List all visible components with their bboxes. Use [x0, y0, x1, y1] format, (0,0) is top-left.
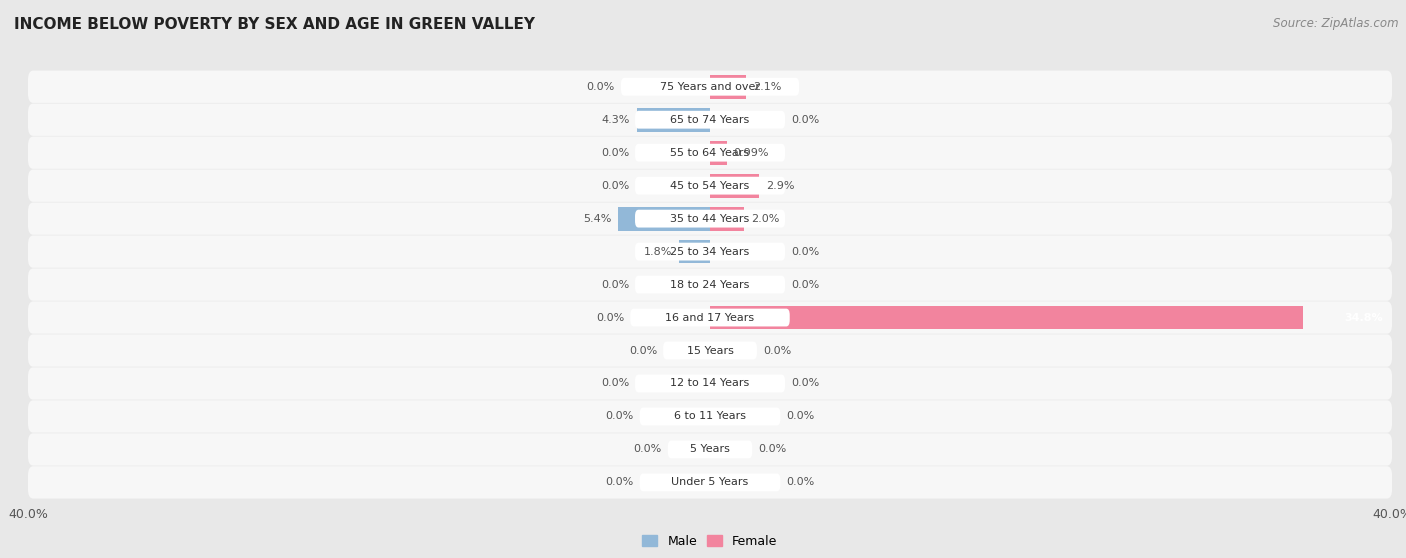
Text: 12 to 14 Years: 12 to 14 Years — [671, 378, 749, 388]
FancyBboxPatch shape — [636, 111, 785, 128]
Bar — [679, 240, 710, 263]
Text: 4.3%: 4.3% — [602, 115, 630, 125]
Text: 65 to 74 Years: 65 to 74 Years — [671, 115, 749, 125]
Text: 0.0%: 0.0% — [792, 115, 820, 125]
Text: Under 5 Years: Under 5 Years — [672, 478, 748, 488]
Text: 0.0%: 0.0% — [600, 280, 628, 290]
Text: 0.0%: 0.0% — [600, 181, 628, 191]
FancyBboxPatch shape — [630, 309, 790, 326]
Text: 5.4%: 5.4% — [582, 214, 612, 224]
Text: 34.8%: 34.8% — [1344, 312, 1384, 323]
Legend: Male, Female: Male, Female — [637, 530, 783, 552]
Text: 16 and 17 Years: 16 and 17 Years — [665, 312, 755, 323]
Bar — [637, 108, 710, 132]
Text: 55 to 64 Years: 55 to 64 Years — [671, 148, 749, 158]
FancyBboxPatch shape — [28, 268, 1392, 301]
Text: 35 to 44 Years: 35 to 44 Years — [671, 214, 749, 224]
Text: Source: ZipAtlas.com: Source: ZipAtlas.com — [1274, 17, 1399, 30]
Text: 15 Years: 15 Years — [686, 345, 734, 355]
FancyBboxPatch shape — [640, 407, 780, 425]
Text: 0.0%: 0.0% — [600, 378, 628, 388]
FancyBboxPatch shape — [636, 374, 785, 392]
Bar — [710, 306, 1303, 329]
Text: 0.0%: 0.0% — [763, 345, 792, 355]
Text: 2.9%: 2.9% — [766, 181, 794, 191]
FancyBboxPatch shape — [28, 137, 1392, 169]
FancyBboxPatch shape — [636, 144, 785, 162]
Text: 0.0%: 0.0% — [586, 81, 614, 92]
Text: 75 Years and over: 75 Years and over — [659, 81, 761, 92]
FancyBboxPatch shape — [640, 474, 780, 491]
Text: 18 to 24 Years: 18 to 24 Years — [671, 280, 749, 290]
FancyBboxPatch shape — [664, 341, 756, 359]
FancyBboxPatch shape — [636, 243, 785, 261]
FancyBboxPatch shape — [28, 367, 1392, 400]
Text: INCOME BELOW POVERTY BY SEX AND AGE IN GREEN VALLEY: INCOME BELOW POVERTY BY SEX AND AGE IN G… — [14, 17, 536, 32]
FancyBboxPatch shape — [28, 203, 1392, 235]
Text: 0.0%: 0.0% — [634, 444, 662, 454]
Text: 0.0%: 0.0% — [792, 247, 820, 257]
Text: 5 Years: 5 Years — [690, 444, 730, 454]
Text: 0.0%: 0.0% — [596, 312, 624, 323]
FancyBboxPatch shape — [28, 301, 1392, 334]
Text: 0.0%: 0.0% — [758, 444, 786, 454]
Text: 45 to 54 Years: 45 to 54 Years — [671, 181, 749, 191]
Bar — [710, 141, 727, 165]
FancyBboxPatch shape — [28, 433, 1392, 465]
Bar — [710, 174, 759, 198]
FancyBboxPatch shape — [621, 78, 799, 95]
FancyBboxPatch shape — [28, 334, 1392, 367]
FancyBboxPatch shape — [28, 104, 1392, 136]
FancyBboxPatch shape — [28, 400, 1392, 432]
FancyBboxPatch shape — [636, 276, 785, 294]
Text: 0.0%: 0.0% — [792, 280, 820, 290]
Text: 1.8%: 1.8% — [644, 247, 672, 257]
Text: 0.0%: 0.0% — [606, 478, 634, 488]
Text: 0.0%: 0.0% — [606, 411, 634, 421]
FancyBboxPatch shape — [636, 210, 785, 228]
Text: 0.0%: 0.0% — [792, 378, 820, 388]
FancyBboxPatch shape — [28, 466, 1392, 499]
Bar — [710, 207, 744, 230]
FancyBboxPatch shape — [28, 70, 1392, 103]
FancyBboxPatch shape — [28, 170, 1392, 202]
Text: 0.0%: 0.0% — [786, 478, 814, 488]
Text: 0.99%: 0.99% — [734, 148, 769, 158]
Text: 0.0%: 0.0% — [628, 345, 657, 355]
Bar — [619, 207, 710, 230]
Text: 0.0%: 0.0% — [600, 148, 628, 158]
Text: 2.1%: 2.1% — [752, 81, 780, 92]
FancyBboxPatch shape — [28, 235, 1392, 268]
Bar — [710, 75, 745, 99]
Text: 0.0%: 0.0% — [786, 411, 814, 421]
Text: 6 to 11 Years: 6 to 11 Years — [673, 411, 747, 421]
FancyBboxPatch shape — [636, 177, 785, 195]
Text: 25 to 34 Years: 25 to 34 Years — [671, 247, 749, 257]
FancyBboxPatch shape — [668, 440, 752, 458]
Text: 2.0%: 2.0% — [751, 214, 779, 224]
